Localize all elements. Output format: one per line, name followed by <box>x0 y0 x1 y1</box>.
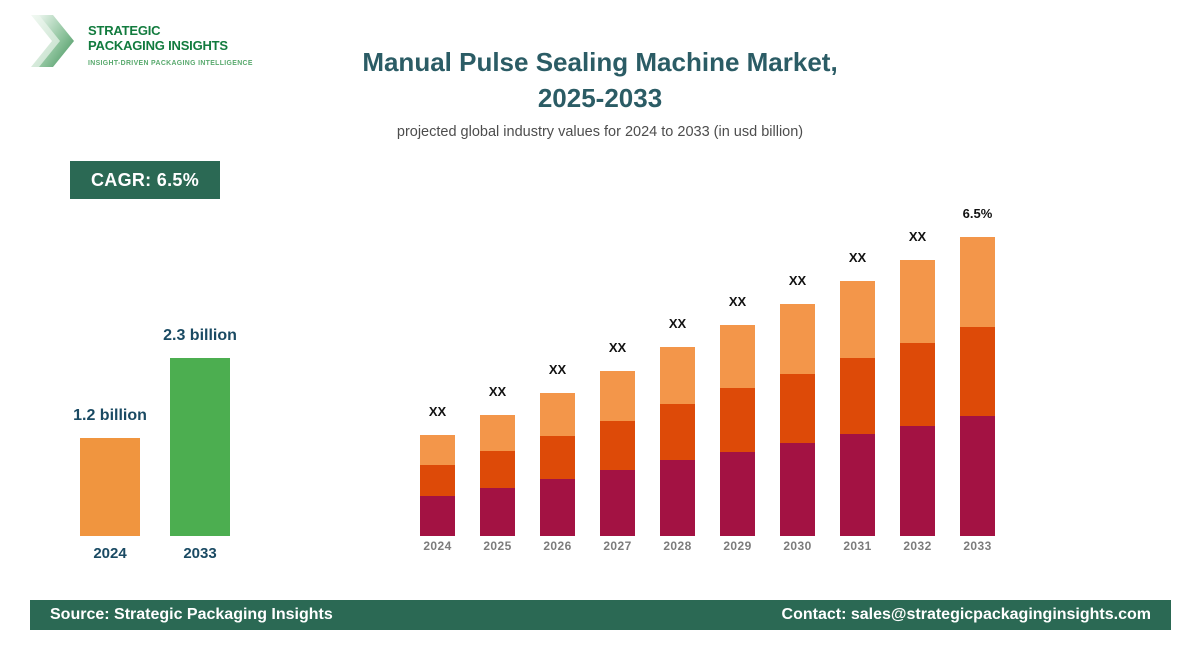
bar-top-label: XX <box>488 384 507 399</box>
stacked-bar-2027 <box>600 371 635 536</box>
stacked-bar-column-2030: XX 2030 <box>780 273 815 553</box>
page-title-line1: Manual Pulse Sealing Machine Market, <box>362 47 838 77</box>
mini-bar-2033 <box>170 358 230 536</box>
bar-segment-orange-red <box>960 326 995 417</box>
mini-bar-value-label: 1.2 billion <box>73 407 147 424</box>
stacked-bar-column-2028: XX 2028 <box>660 316 695 553</box>
bar-top-label: 6.5% <box>962 206 993 221</box>
stacked-bar-2026 <box>540 393 575 537</box>
stacked-bar-2024 <box>420 435 455 536</box>
bar-segment-orange-red <box>900 342 935 426</box>
bar-segment-maroon <box>420 495 455 536</box>
chart-header: Manual Pulse Sealing Machine Market, 202… <box>0 44 1200 140</box>
bar-segment-light-orange <box>540 393 575 436</box>
bar-segment-orange-red <box>600 420 635 470</box>
bar-segment-orange-red <box>420 465 455 496</box>
bar-segment-maroon <box>960 416 995 536</box>
bar-year-label: 2030 <box>783 539 812 553</box>
mini-bar-column-2024: 1.2 billion 2024 <box>73 407 147 562</box>
stacked-bar-2031 <box>840 281 875 536</box>
bar-segment-light-orange <box>780 304 815 374</box>
bar-segment-light-orange <box>660 347 695 404</box>
page-subtitle: projected global industry values for 202… <box>396 124 804 140</box>
bar-segment-maroon <box>780 443 815 536</box>
page-title-line2: 2025-2033 <box>537 83 663 113</box>
chevron-logo-icon <box>30 12 78 75</box>
bar-segment-maroon <box>600 470 635 536</box>
bar-top-label: XX <box>788 273 807 288</box>
bar-segment-maroon <box>660 460 695 536</box>
cagr-badge: CAGR: 6.5% <box>70 161 220 199</box>
stacked-bar-2029 <box>720 325 755 536</box>
bar-segment-light-orange <box>840 281 875 358</box>
bar-year-label: 2027 <box>603 539 632 553</box>
bar-segment-maroon <box>480 487 515 536</box>
bar-top-label: XX <box>728 294 747 309</box>
bar-segment-maroon <box>900 425 935 536</box>
bar-year-label: 2028 <box>663 539 692 553</box>
stacked-bar-column-2032: XX 2032 <box>900 229 935 553</box>
stacked-bar-2033 <box>960 237 995 536</box>
bar-year-label: 2032 <box>903 539 932 553</box>
stacked-bar-column-2031: XX 2031 <box>840 250 875 553</box>
stacked-bar-2030 <box>780 304 815 536</box>
bar-segment-orange-red <box>480 451 515 488</box>
bar-top-label: XX <box>908 229 927 244</box>
bar-segment-orange-red <box>780 373 815 444</box>
mini-bar-column-2033: 2.3 billion 2033 <box>163 327 237 562</box>
bar-year-label: 2029 <box>723 539 752 553</box>
stacked-bar-column-2025: XX 2025 <box>480 384 515 553</box>
bar-year-label: 2031 <box>843 539 872 553</box>
mini-bar-2024 <box>80 438 140 536</box>
bar-segment-light-orange <box>900 260 935 343</box>
mini-bar-value-label: 2.3 billion <box>163 327 237 344</box>
stacked-bar-column-2027: XX 2027 <box>600 340 635 553</box>
footer-bar: Source: Strategic Packaging Insights Con… <box>30 600 1171 630</box>
footer-source-text: Source: Strategic Packaging Insights <box>50 606 333 623</box>
bar-segment-light-orange <box>720 325 755 389</box>
bar-year-label: 2033 <box>963 539 992 553</box>
bar-segment-orange-red <box>660 403 695 461</box>
bar-segment-maroon <box>840 434 875 536</box>
brand-logo: STRATEGIC PACKAGING INSIGHTS INSIGHT-DRI… <box>30 12 253 75</box>
bar-segment-maroon <box>540 478 575 537</box>
bar-top-label: XX <box>608 340 627 355</box>
footer-contact-text: Contact: sales@strategicpackaginginsight… <box>781 606 1151 623</box>
stacked-bar-column-2033: 6.5% 2033 <box>960 206 995 553</box>
stacked-bar-column-2024: XX 2024 <box>420 404 455 553</box>
stacked-bar-chart: XX 2024 XX 2025 XX 2026 XX 2027 XX 2028 XX 2029 XX 20… <box>420 206 995 553</box>
bar-segment-orange-red <box>720 388 755 452</box>
bar-year-label: 2025 <box>483 539 512 553</box>
bar-segment-light-orange <box>420 435 455 466</box>
mini-bar-year-label: 2033 <box>183 545 217 562</box>
bar-segment-light-orange <box>600 371 635 421</box>
bar-segment-light-orange <box>960 237 995 327</box>
bar-segment-orange-red <box>540 435 575 479</box>
bar-year-label: 2024 <box>423 539 452 553</box>
stacked-bar-2028 <box>660 347 695 536</box>
bar-segment-light-orange <box>480 415 515 452</box>
stacked-bar-2032 <box>900 260 935 536</box>
bar-top-label: XX <box>848 250 867 265</box>
mini-bar-year-label: 2024 <box>93 545 127 562</box>
bar-top-label: XX <box>548 362 567 377</box>
mini-comparison-chart: 1.2 billion 2024 2.3 billion 2033 <box>73 327 237 562</box>
brand-name-line1: STRATEGIC <box>88 23 161 38</box>
bar-top-label: XX <box>428 404 447 419</box>
brand-tagline: INSIGHT-DRIVEN PACKAGING INTELLIGENCE <box>88 60 253 67</box>
bar-top-label: XX <box>668 316 687 331</box>
bar-segment-maroon <box>720 451 755 536</box>
stacked-bar-2025 <box>480 415 515 536</box>
bar-year-label: 2026 <box>543 539 572 553</box>
brand-name-line2: PACKAGING INSIGHTS <box>88 38 228 53</box>
bar-segment-orange-red <box>840 357 875 434</box>
stacked-bar-column-2026: XX 2026 <box>540 362 575 553</box>
stacked-bar-column-2029: XX 2029 <box>720 294 755 553</box>
